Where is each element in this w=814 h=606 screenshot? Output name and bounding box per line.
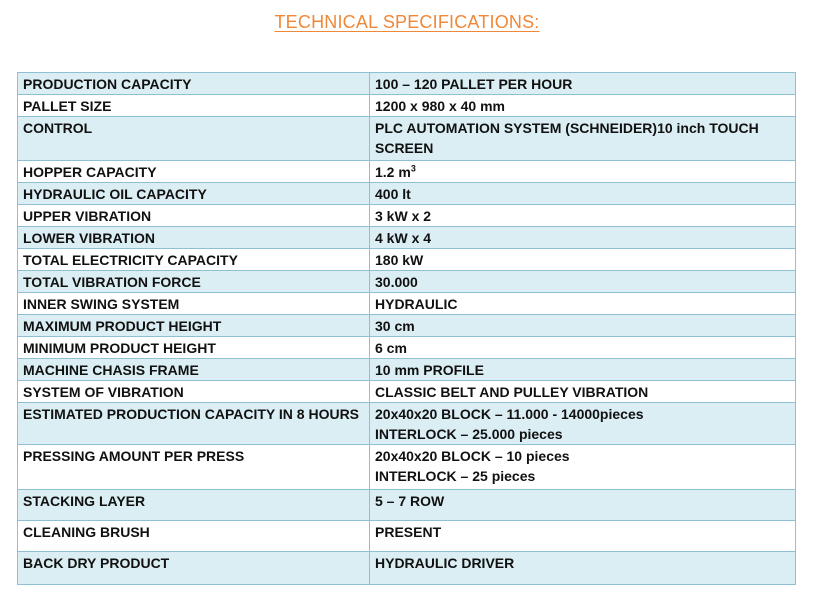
table-row: STACKING LAYER 5 – 7 ROW (17, 489, 796, 521)
table-row: BACK DRY PRODUCT HYDRAULIC DRIVER (17, 551, 796, 585)
table-row: HOPPER CAPACITY 1.2 m3 (17, 160, 796, 183)
spec-value: 30.000 (369, 270, 796, 293)
spec-value-line: PLC AUTOMATION SYSTEM (SCHNEIDER)10 inch… (375, 120, 759, 136)
spec-value-line: 400 lt (375, 186, 411, 202)
spec-value: 30 cm (369, 314, 796, 337)
table-row: INNER SWING SYSTEM HYDRAULIC (17, 292, 796, 315)
spec-value: 4 kW x 4 (369, 226, 796, 249)
spec-value-line: PRESENT (375, 524, 442, 540)
spec-label: INNER SWING SYSTEM (17, 292, 370, 315)
spec-label: BACK DRY PRODUCT (17, 551, 370, 585)
spec-label: PRODUCTION CAPACITY (17, 72, 370, 95)
spec-value-line: 4 kW x 4 (375, 230, 432, 246)
table-row: MINIMUM PRODUCT HEIGHT 6 cm (17, 336, 796, 359)
spec-value-line: 6 cm (375, 340, 407, 356)
spec-value: 1200 x 980 x 40 mm (369, 94, 796, 117)
page-title: TECHNICAL SPECIFICATIONS: (274, 12, 540, 32)
spec-value-line: INTERLOCK – 25 pieces (375, 468, 536, 484)
spec-value-line: 180 kW (375, 252, 424, 268)
spec-label: ESTIMATED PRODUCTION CAPACITY IN 8 HOURS (17, 402, 370, 445)
table-row: ESTIMATED PRODUCTION CAPACITY IN 8 HOURS… (17, 402, 796, 445)
table-row: CLEANING BRUSH PRESENT (17, 520, 796, 552)
table-row: LOWER VIBRATION 4 kW x 4 (17, 226, 796, 249)
spec-value: 3 kW x 2 (369, 204, 796, 227)
spec-value: 20x40x20 BLOCK – 11.000 - 14000pieces INT… (369, 402, 796, 445)
spec-value: 6 cm (369, 336, 796, 359)
table-row: SYSTEM OF VIBRATION CLASSIC BELT AND PULL… (17, 380, 796, 403)
unit-superscript: 3 (410, 163, 416, 174)
spec-value: 5 – 7 ROW (369, 489, 796, 521)
spec-label: STACKING LAYER (17, 489, 370, 521)
spec-value-line: 30 cm (375, 318, 415, 334)
spec-value: 400 lt (369, 182, 796, 205)
spec-value-line: 30.000 (375, 274, 418, 290)
spec-value-line: 100 – 120 PALLET PER HOUR (375, 76, 573, 92)
spec-label: UPPER VIBRATION (17, 204, 370, 227)
spec-label: TOTAL ELECTRICITY CAPACITY (17, 248, 370, 271)
spec-value: 20x40x20 BLOCK – 10 pieces INTERLOCK – 25… (369, 444, 796, 490)
spec-value-line: CLASSIC BELT AND PULLEY VIBRATION (375, 384, 649, 400)
table-row: PALLET SIZE 1200 x 980 x 40 mm (17, 94, 796, 117)
table-row: PRESSING AMOUNT PER PRESS 20x40x20 BLOCK … (17, 444, 796, 490)
spec-label: CONTROL (17, 116, 370, 161)
spec-value-line: 20x40x20 BLOCK – 11.000 - 14000pieces (375, 406, 644, 422)
spec-value-line: 1.2 m3 (375, 163, 416, 180)
spec-value: 100 – 120 PALLET PER HOUR (369, 72, 796, 95)
spec-label: CLEANING BRUSH (17, 520, 370, 552)
table-row: MAXIMUM PRODUCT HEIGHT 30 cm (17, 314, 796, 337)
spec-value-line: 10 mm PROFILE (375, 362, 484, 378)
table-row: PRODUCTION CAPACITY 100 – 120 PALLET PER … (17, 72, 796, 95)
spec-value-line: INTERLOCK – 25.000 pieces (375, 426, 563, 442)
table-row: MACHINE CHASIS FRAME 10 mm PROFILE (17, 358, 796, 381)
spec-value: 180 kW (369, 248, 796, 271)
spec-value-line: 3 kW x 2 (375, 208, 432, 224)
spec-value-line: 20x40x20 BLOCK – 10 pieces (375, 448, 570, 464)
table-row: CONTROL PLC AUTOMATION SYSTEM (SCHNEIDER)… (17, 116, 796, 161)
spec-label: PALLET SIZE (17, 94, 370, 117)
spec-value-line: HYDRAULIC DRIVER (375, 555, 515, 571)
spec-label: HYDRAULIC OIL CAPACITY (17, 182, 370, 205)
spec-label: MAXIMUM PRODUCT HEIGHT (17, 314, 370, 337)
table-row: TOTAL ELECTRICITY CAPACITY 180 kW (17, 248, 796, 271)
spec-label: LOWER VIBRATION (17, 226, 370, 249)
table-row: UPPER VIBRATION 3 kW x 2 (17, 204, 796, 227)
spec-value-line: 1200 x 980 x 40 mm (375, 98, 505, 114)
spec-value: PLC AUTOMATION SYSTEM (SCHNEIDER)10 inch… (369, 116, 796, 161)
spec-value: 10 mm PROFILE (369, 358, 796, 381)
specifications-table-body: PRODUCTION CAPACITY 100 – 120 PALLET PER … (17, 72, 796, 585)
spec-label: MINIMUM PRODUCT HEIGHT (17, 336, 370, 359)
spec-value: 1.2 m3 (369, 160, 796, 183)
spec-value: HYDRAULIC (369, 292, 796, 315)
spec-value-line: HYDRAULIC (375, 296, 458, 312)
table-row: HYDRAULIC OIL CAPACITY 400 lt (17, 182, 796, 205)
spec-label: MACHINE CHASIS FRAME (17, 358, 370, 381)
specifications-table: PRODUCTION CAPACITY 100 – 120 PALLET PER … (17, 72, 796, 585)
spec-value: HYDRAULIC DRIVER (369, 551, 796, 585)
spec-label: HOPPER CAPACITY (17, 160, 370, 183)
spec-value-line: SCREEN (375, 140, 434, 156)
spec-value: PRESENT (369, 520, 796, 552)
spec-label: PRESSING AMOUNT PER PRESS (17, 444, 370, 490)
table-row: TOTAL VIBRATION FORCE 30.000 (17, 270, 796, 293)
spec-value: CLASSIC BELT AND PULLEY VIBRATION (369, 380, 796, 403)
spec-value-line: 5 – 7 ROW (375, 493, 445, 509)
spec-label: TOTAL VIBRATION FORCE (17, 270, 370, 293)
spec-label: SYSTEM OF VIBRATION (17, 380, 370, 403)
